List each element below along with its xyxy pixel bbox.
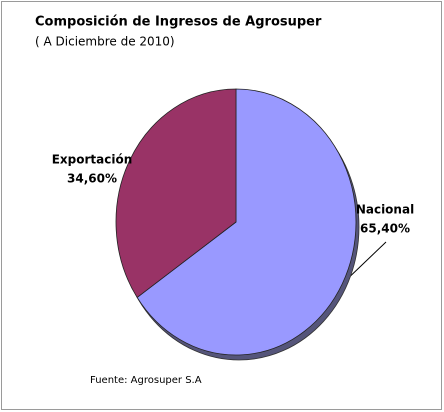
chart-title: Composición de Ingresos de Agrosuper xyxy=(35,15,322,30)
chart-subtitle: ( A Diciembre de 2010) xyxy=(35,35,175,49)
source-note: Fuente: Agrosuper S.A xyxy=(90,375,202,386)
pie-slice xyxy=(115,88,237,299)
slice-value-label: 34,60% xyxy=(67,172,117,186)
pie-slice xyxy=(136,88,357,356)
slice-label: Exportación xyxy=(52,153,133,167)
slice-label: Nacional xyxy=(356,203,414,217)
slice-value-label: 65,40% xyxy=(360,222,410,236)
